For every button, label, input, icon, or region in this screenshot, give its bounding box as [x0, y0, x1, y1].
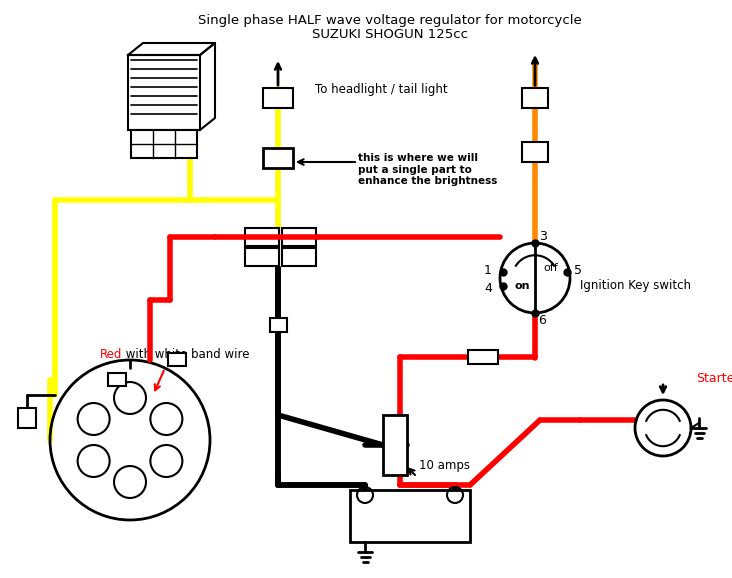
Bar — [245, 248, 279, 266]
Text: off: off — [543, 263, 558, 273]
Text: this is where we will
put a single part to
enhance the brightness: this is where we will put a single part … — [358, 153, 497, 186]
Text: To headlight / tail light: To headlight / tail light — [315, 83, 448, 97]
Text: SUZUKI SHOGUN 125cc: SUZUKI SHOGUN 125cc — [312, 28, 468, 41]
Text: -: - — [365, 497, 372, 515]
Text: 12 V 4 Ah: 12 V 4 Ah — [378, 513, 442, 525]
Bar — [131, 130, 197, 158]
Text: 3: 3 — [539, 229, 547, 243]
Text: Starter: Starter — [696, 372, 732, 384]
Bar — [245, 228, 279, 246]
Text: 5: 5 — [574, 264, 582, 276]
Bar — [168, 353, 186, 366]
Bar — [282, 248, 316, 266]
Text: Ignition Key switch: Ignition Key switch — [580, 280, 691, 292]
Text: on: on — [515, 281, 530, 291]
Bar — [108, 373, 126, 386]
Bar — [282, 228, 316, 246]
Bar — [128, 55, 200, 130]
Text: with white band wire: with white band wire — [122, 349, 250, 361]
Text: +: + — [444, 497, 460, 515]
Bar — [522, 142, 548, 162]
Bar — [350, 490, 470, 542]
Text: Red: Red — [100, 349, 122, 361]
Text: Single phase HALF wave voltage regulator for motorcycle: Single phase HALF wave voltage regulator… — [198, 14, 582, 27]
Bar — [383, 415, 407, 475]
Bar — [522, 88, 548, 108]
Bar — [18, 408, 36, 428]
Text: 10 amps: 10 amps — [419, 458, 470, 472]
Bar — [263, 88, 293, 108]
Text: 4: 4 — [484, 281, 492, 295]
Bar — [263, 148, 293, 168]
Bar — [468, 350, 498, 364]
Text: 6: 6 — [538, 313, 546, 327]
Text: 1: 1 — [484, 264, 492, 276]
Bar — [270, 318, 287, 332]
